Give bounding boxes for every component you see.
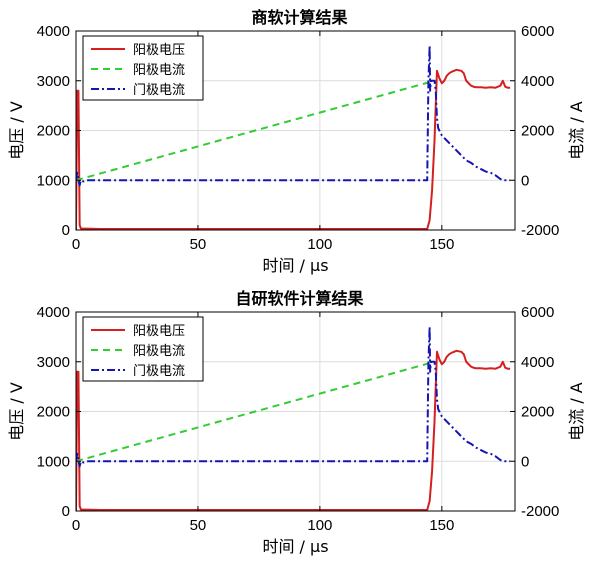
x-tick-label: 0 — [72, 517, 80, 534]
y-left-tick-label: 2000 — [37, 404, 70, 421]
y-left-tick-label: 4000 — [37, 23, 70, 40]
y-right-tick-label: 2000 — [521, 123, 554, 140]
y-left-tick-label: 3000 — [37, 354, 70, 371]
legend-label-1: 阳极电压 — [133, 324, 185, 339]
y-right-axis-title: 电流 / A — [567, 382, 586, 441]
panel-title: 自研软件计算结果 — [235, 289, 363, 308]
series-line-1 — [76, 349, 511, 511]
y-right-tick-label: 6000 — [521, 304, 554, 321]
x-tick-label: 50 — [190, 517, 207, 534]
x-axis-title: 时间 / μs — [262, 256, 328, 275]
y-left-tick-label: 0 — [62, 503, 70, 520]
chart-panel-2: 0 50 100 150 0 1000 2000 3000 4000 -2000 0 2000 4000… — [7, 289, 586, 556]
x-tick-label: 100 — [307, 517, 332, 534]
y-right-tick-label: 4000 — [521, 354, 554, 371]
y-left-tick-label: 3000 — [37, 73, 70, 90]
panel-title: 商软计算结果 — [251, 8, 347, 27]
x-tick-label: 100 — [307, 236, 332, 253]
series-line-3 — [76, 325, 511, 468]
series-line-2 — [76, 79, 435, 182]
x-tick-label: 0 — [72, 236, 80, 253]
legend-label-3: 门极电流 — [133, 364, 185, 379]
y-left-tick-label: 1000 — [37, 453, 70, 470]
y-right-tick-label: -2000 — [521, 222, 559, 239]
series-line-2 — [76, 360, 435, 463]
y-right-axis-title: 电流 / A — [567, 101, 586, 160]
series-group — [76, 325, 511, 511]
y-left-tick-label: 0 — [62, 222, 70, 239]
y-right-tick-label: 6000 — [521, 23, 554, 40]
y-right-tick-label: -2000 — [521, 503, 559, 520]
series-line-1 — [76, 68, 511, 230]
x-tick-label: 150 — [429, 236, 454, 253]
series-line-3 — [76, 44, 511, 187]
y-right-tick-label: 2000 — [521, 404, 554, 421]
legend-label-2: 阳极电流 — [133, 63, 185, 78]
x-tick-label: 150 — [429, 517, 454, 534]
y-right-tick-label: 0 — [521, 453, 529, 470]
y-left-axis-title: 电压 / V — [7, 101, 26, 160]
y-left-tick-label: 4000 — [37, 304, 70, 321]
x-tick-label: 50 — [190, 236, 207, 253]
y-left-tick-label: 1000 — [37, 172, 70, 189]
legend-label-3: 门极电流 — [133, 83, 185, 98]
y-right-tick-label: 4000 — [521, 73, 554, 90]
y-left-axis-title: 电压 / V — [7, 382, 26, 441]
chart-panel-1: 0 50 100 150 0 1000 2000 3000 4000 -2000 0 2000 4000… — [7, 8, 586, 275]
y-left-tick-label: 2000 — [37, 123, 70, 140]
legend-label-2: 阳极电流 — [133, 344, 185, 359]
legend-label-1: 阳极电压 — [133, 43, 185, 58]
x-axis-title: 时间 / μs — [262, 537, 328, 556]
y-right-tick-label: 0 — [521, 172, 529, 189]
series-group — [76, 44, 511, 230]
